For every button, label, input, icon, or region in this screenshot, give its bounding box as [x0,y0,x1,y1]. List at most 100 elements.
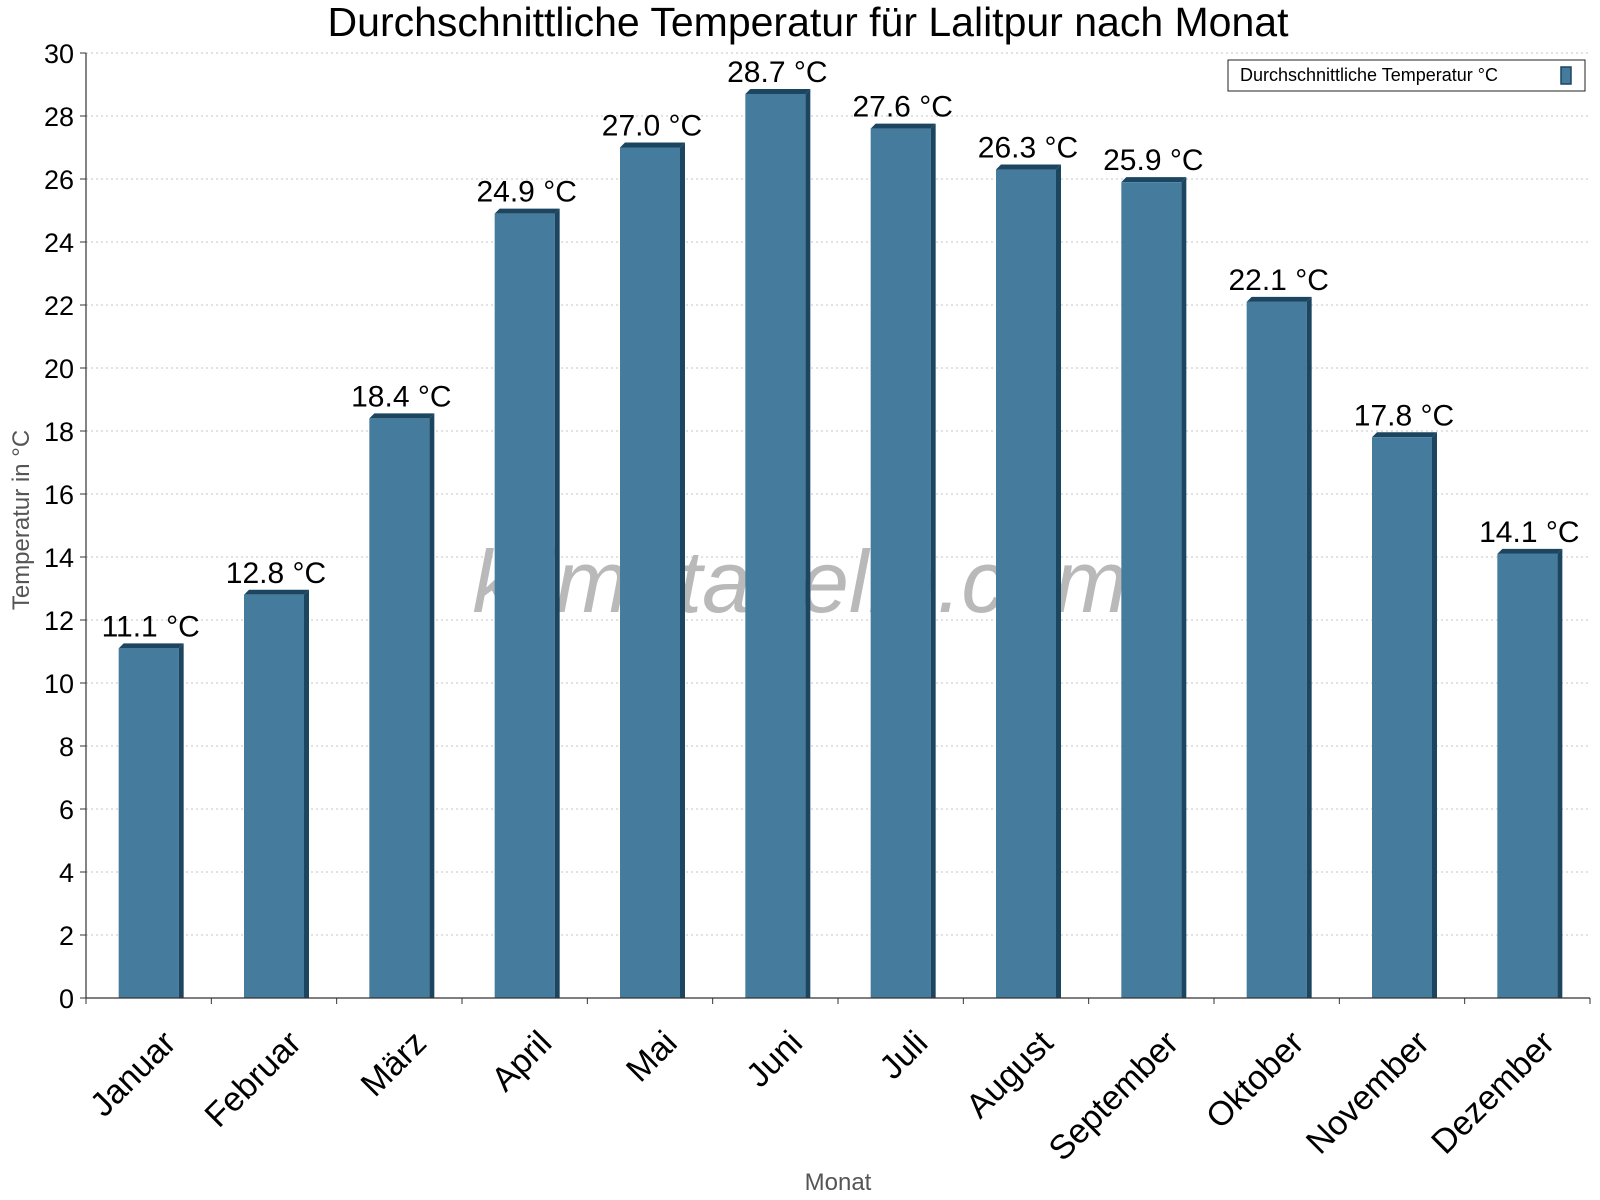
y-tick-label: 24 [44,228,74,258]
bar-juni [745,88,811,998]
y-tick-label: 18 [44,417,74,447]
bar [996,169,1056,999]
y-tick-label: 28 [44,102,74,132]
x-tick-label: Juli [872,1024,935,1087]
data-label: 24.9 °C [476,176,576,209]
data-label: 27.0 °C [602,110,702,143]
data-label: 11.1 °C [102,610,200,643]
bar-dezember [1497,548,1563,998]
bar-top [369,413,435,419]
data-label: 17.8 °C [1354,399,1454,432]
bar-side [429,413,435,998]
bar [1121,182,1182,998]
y-tick-label: 30 [44,39,74,69]
bar-januar [118,643,184,998]
bar-side [1306,296,1312,999]
y-tick-label: 26 [44,165,74,195]
x-tick-label: Februar [198,1024,309,1135]
grid-lines [86,52,1590,936]
bar-märz [369,413,435,998]
bar-november [1372,432,1437,998]
x-tick-label: September [1041,1024,1185,1168]
bar-april [494,208,560,998]
bar-top [1372,432,1437,438]
bar [118,648,179,998]
bar [620,147,680,998]
y-tick-label: 6 [59,795,74,825]
bar-top [745,88,811,94]
bar-oktober [1246,296,1312,999]
bar [1372,437,1432,998]
bar-top [620,142,685,148]
bar-side [805,88,811,998]
data-labels: 11.1 °C 12.8 °C 18.4 °C 24.9 °C 27.0 °C 28.7 … [102,56,1580,643]
bar [870,128,931,999]
x-tick-label: Mai [619,1024,685,1090]
bar-side [554,208,560,998]
bar-februar [244,589,309,998]
data-label: 25.9 °C [1103,144,1203,177]
bar-top [494,208,560,214]
y-tick-label: 4 [59,858,74,888]
y-tick-label: 14 [44,543,74,573]
axes [80,52,1591,1004]
data-label: 28.7 °C [727,56,827,89]
legend-swatch [1560,66,1572,85]
bar-side [1181,177,1187,998]
y-tick-label: 2 [59,921,74,951]
data-label: 26.3 °C [978,132,1078,165]
bar-top [1121,177,1187,183]
y-tick-label: 0 [59,984,74,1014]
x-tick-label: Januar [83,1024,183,1124]
bar [1246,301,1307,999]
x-tick-label: August [959,1023,1061,1125]
data-label: 22.1 °C [1228,264,1328,297]
y-tick-label: 20 [44,354,74,384]
bar-mai [620,142,685,998]
bar-september [1121,177,1187,998]
x-tick-label: November [1299,1024,1437,1162]
data-label: 14.1 °C [1479,516,1579,549]
bar [494,213,555,998]
x-axis-label: Monat [805,1169,872,1196]
y-axis-label: Temperatur in °C [8,430,35,610]
bar [244,594,304,998]
bar [369,418,430,998]
data-label: 12.8 °C [226,557,326,590]
legend-label: Durchschnittliche Temperatur °C [1240,65,1498,85]
legend: Durchschnittliche Temperatur °C [1227,59,1586,92]
bar-top [996,164,1061,170]
chart-title: Durchschnittliche Temperatur für Lalitpu… [328,0,1290,45]
bars-group [118,88,1563,999]
y-tick-label: 16 [44,480,74,510]
x-tick-labels: Januar Februar März April Mai Juni Juli AugustS… [83,1023,1562,1168]
bar-juli [870,123,936,999]
bar [745,93,806,998]
bar-side [1056,164,1061,999]
bar-top [1497,548,1563,554]
data-label: 18.4 °C [351,380,451,413]
x-tick-label: Oktober [1199,1024,1311,1136]
bar-top [1246,296,1312,302]
data-label: 27.6 °C [852,91,952,124]
bar-side [680,142,685,998]
bar-top [118,643,184,649]
bar-side [930,123,936,999]
bar-top [870,123,936,129]
legend-box [1227,59,1586,92]
bar [1497,553,1558,998]
bar-side [178,643,184,998]
bar-side [304,589,309,998]
bar-top [244,589,309,595]
bar-side [1432,432,1437,998]
y-tick-label: 12 [44,606,74,636]
x-tick-label: April [484,1024,559,1099]
y-tick-label: 8 [59,732,74,762]
x-tick-label: Juni [739,1024,810,1095]
bar-side [1557,548,1563,998]
x-tick-label: Dezember [1424,1024,1562,1162]
y-tick-label: 22 [44,291,74,321]
y-tick-label: 10 [44,669,74,699]
